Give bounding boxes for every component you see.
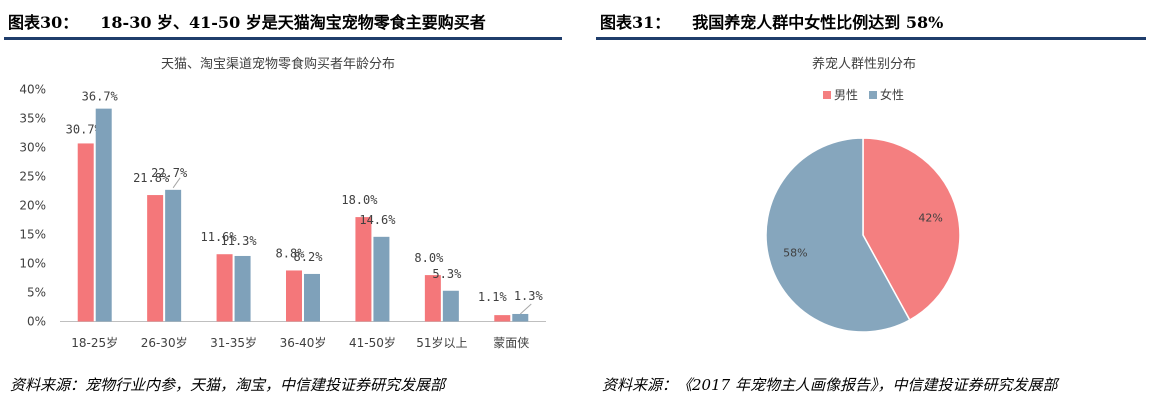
y-tick-label: 5% xyxy=(27,286,46,300)
x-tick-label: 26-30岁 xyxy=(141,335,188,350)
figure-31-title-rule xyxy=(596,37,1146,40)
y-tick-label: 35% xyxy=(19,112,46,126)
figure-31-label: 图表31： xyxy=(600,13,671,32)
bar xyxy=(95,108,112,322)
bar xyxy=(373,236,390,322)
bar xyxy=(147,195,164,322)
bar xyxy=(512,313,529,322)
bar-data-label: 14.6% xyxy=(359,213,396,227)
bar-chart-title: 天猫、淘宝渠道宠物零食购买者年龄分布 xyxy=(161,56,395,72)
bar-data-label: 5.3% xyxy=(432,267,462,281)
x-tick-label: 蒙面侠 xyxy=(493,336,529,350)
pie-chart-marks: 42% 58% xyxy=(765,137,961,333)
figure-30-title: 图表30： 18-30 岁、41-50 岁是天猫淘宝宠物零食主要购买者 xyxy=(8,9,486,33)
pie-slice xyxy=(862,137,961,322)
bar-data-label: 36.7% xyxy=(82,90,119,104)
y-tick-label: 10% xyxy=(19,257,46,271)
y-tick-label: 20% xyxy=(19,199,46,213)
bar-data-label: 30.7% xyxy=(66,122,103,136)
bar-chart-marks: 30.7% 36.7% 21.8%22.7% 11.6%11.3% 8.8%8.2% 18… xyxy=(66,90,544,322)
legend-label: 男性 xyxy=(834,88,858,102)
bar xyxy=(77,143,94,322)
pie-value-label: 42% xyxy=(918,212,942,225)
pie-slice xyxy=(765,137,911,333)
bar-data-label: 22.7% xyxy=(151,166,188,180)
bar-data-label: 8.0% xyxy=(414,251,444,265)
y-tick-label: 15% xyxy=(19,228,46,242)
x-tick-label: 36-40岁 xyxy=(280,335,327,350)
figure-31-heading: 我国养宠人群中女性比例达到 58% xyxy=(692,13,944,32)
y-tick-label: 30% xyxy=(19,141,46,155)
x-tick-label: 51岁以上 xyxy=(416,335,467,350)
bar xyxy=(442,290,459,322)
figure-31-title: 图表31： 我国养宠人群中女性比例达到 58% xyxy=(600,9,943,33)
pie-legend: 男性 女性 xyxy=(823,87,904,102)
legend-swatch xyxy=(869,91,877,99)
figure-30-source: 资料来源：宠物行业内参，天猫，淘宝，中信建投证券研究发展部 xyxy=(10,376,446,394)
bar xyxy=(494,315,511,322)
bar-data-label: 8.2% xyxy=(294,250,324,264)
bar xyxy=(216,254,233,322)
y-tick-label: 25% xyxy=(19,170,46,184)
legend-label: 女性 xyxy=(880,87,904,102)
x-tick-label: 31-35岁 xyxy=(210,335,257,350)
figure-30-title-rule xyxy=(4,37,562,40)
bar xyxy=(234,255,251,322)
figure-30-label: 图表30： xyxy=(8,13,79,32)
figure-30-panel: 图表30： 18-30 岁、41-50 岁是天猫淘宝宠物零食主要购买者 天猫、淘宝… xyxy=(0,0,570,409)
figure-30-heading: 18-30 岁、41-50 岁是天猫淘宝宠物零食主要购买者 xyxy=(100,13,486,32)
pie-value-label: 58% xyxy=(783,246,807,259)
bar xyxy=(304,273,320,322)
bar-data-label: 1.1% xyxy=(478,290,508,304)
label-leader-line xyxy=(172,177,181,189)
y-tick-label: 0% xyxy=(27,315,46,329)
bar-chart-axes: 0% 5% 10% 15% 20% 25% 30% 35% 40% 18-25岁 26-30岁 31-… xyxy=(19,83,546,350)
bar xyxy=(424,275,441,322)
bar-data-label: 11.6% xyxy=(201,230,238,244)
age-bar-chart: 天猫、淘宝渠道宠物零食购买者年龄分布 0% 5% 10% 15% 20% 25% 30% 35… xyxy=(19,56,546,350)
x-tick-label: 18-25岁 xyxy=(71,335,118,350)
label-leader-line xyxy=(519,303,532,315)
figure-31-source: 资料来源：《2017 年宠物主人画像报告》，中信建投证券研究发展部 xyxy=(602,376,1058,394)
figure-31-panel: 图表31： 我国养宠人群中女性比例达到 58% 养宠人群性别分布 男性 女性 42%… xyxy=(592,0,1156,409)
bar-data-label: 11.3% xyxy=(221,234,258,248)
bar xyxy=(355,217,372,322)
gender-pie-chart: 养宠人群性别分布 男性 女性 42% 58% xyxy=(765,56,961,333)
bar-data-label: 21.8% xyxy=(133,171,170,185)
bar-data-label: 8.8% xyxy=(276,246,306,260)
x-tick-label: 41-50岁 xyxy=(349,335,396,350)
bar xyxy=(165,189,182,322)
y-tick-label: 40% xyxy=(19,83,46,97)
bar-data-label: 18.0% xyxy=(341,193,378,207)
legend-swatch xyxy=(823,91,831,99)
bar-data-label: 1.3% xyxy=(514,289,544,303)
bar xyxy=(286,270,302,322)
pie-chart-title: 养宠人群性别分布 xyxy=(812,56,916,72)
